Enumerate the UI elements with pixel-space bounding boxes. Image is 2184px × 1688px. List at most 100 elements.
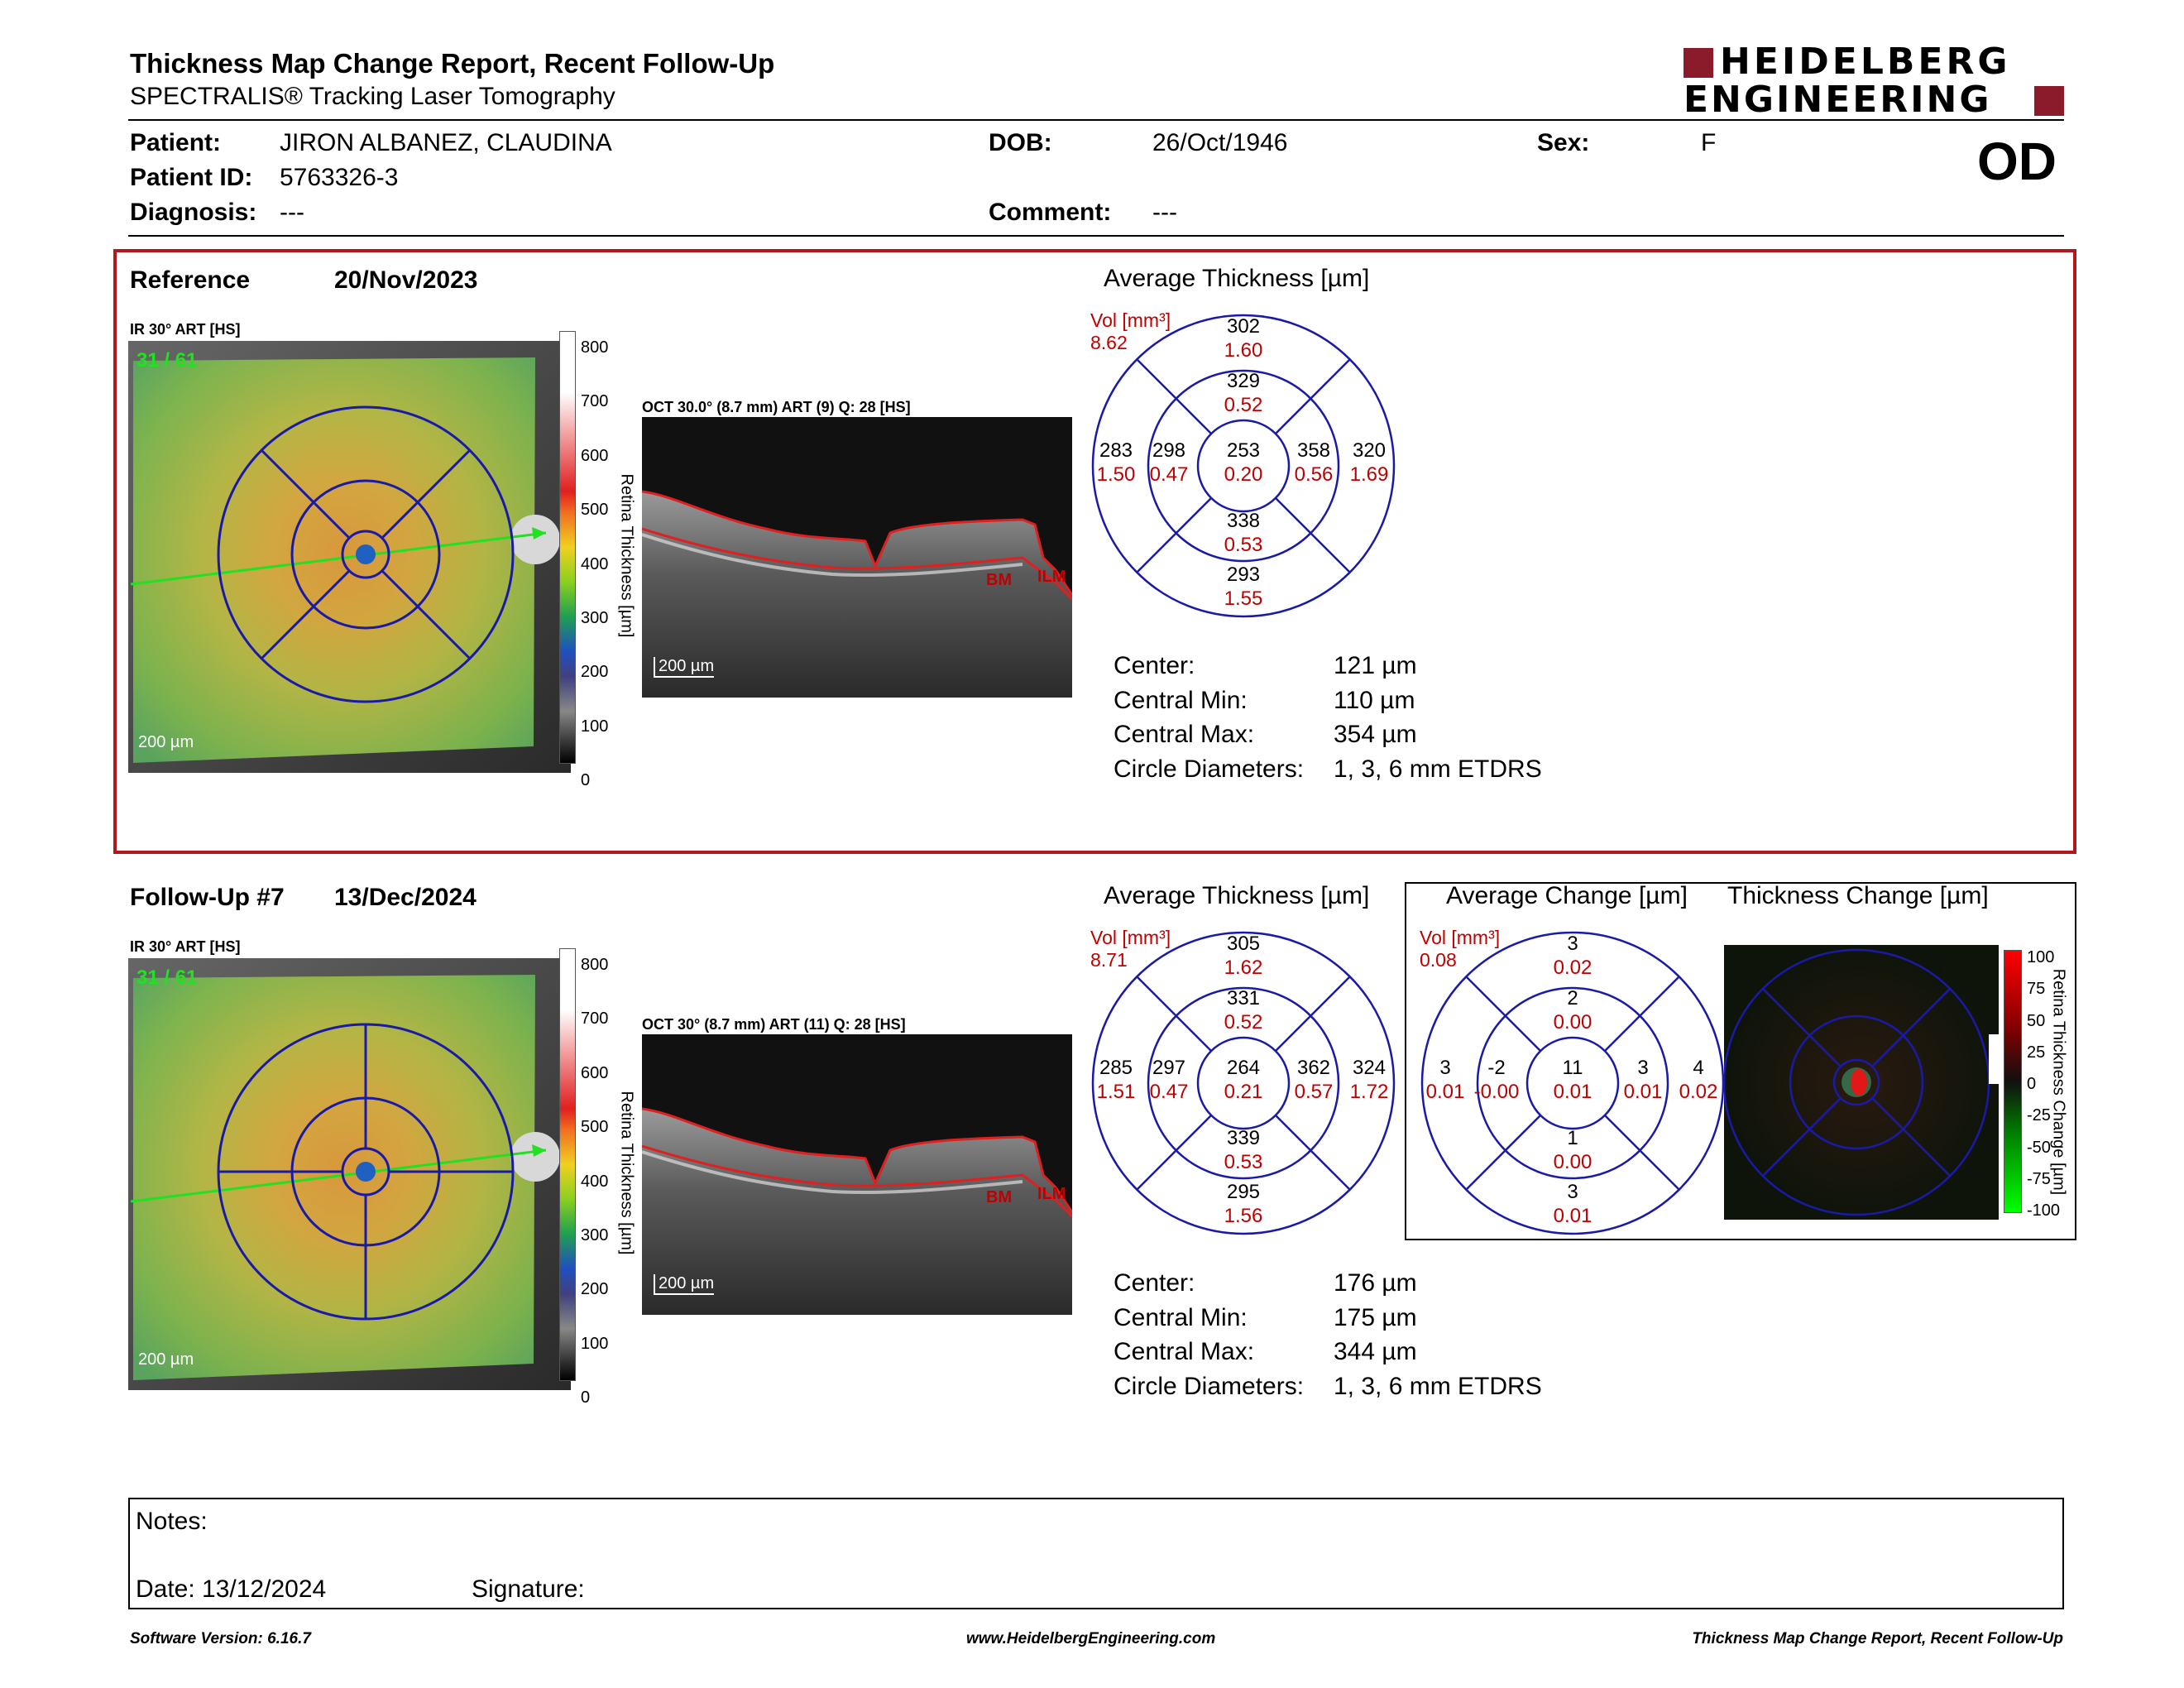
- chg-inner-tmp-vol: 0.01: [1623, 1081, 1663, 1103]
- fu-inner-inf-vol: 0.53: [1224, 1151, 1263, 1173]
- patient-id-label: Patient ID:: [130, 164, 253, 191]
- thickness-change-title: Thickness Change [µm]: [1727, 882, 1989, 909]
- fu-inner-tmp-vol: 0.57: [1294, 1081, 1334, 1103]
- ref-inner-nas-vol: 0.47: [1149, 463, 1189, 486]
- logo-word-1: HEIDELBERG: [1720, 41, 2011, 83]
- ref-outer-nas: 283: [1099, 439, 1133, 462]
- sex-value: F: [1701, 129, 1717, 156]
- chg-tick: 50: [2027, 1011, 2046, 1030]
- ref-tick: 800: [581, 338, 609, 357]
- fu-inner-sup-vol: 0.52: [1224, 1011, 1263, 1033]
- notes-signature: Signature:: [472, 1575, 585, 1603]
- chg-outer-inf: 3: [1567, 1181, 1578, 1203]
- ref-stat-label: Circle Diameters:: [1114, 755, 1305, 783]
- followup-oct-scan: BM ILM 200 µm: [641, 1034, 1074, 1315]
- reference-map-scale: 200 µm: [138, 733, 194, 751]
- reference-frame: [113, 249, 2076, 854]
- fu-tick: 0: [581, 1388, 591, 1407]
- chg-tick: -100: [2027, 1201, 2061, 1220]
- change-colorbar-ticks: 100 75 50 25 0 -25 -50 -75 -100: [2027, 942, 2067, 1223]
- chg-inner-nas: -2: [1487, 1057, 1506, 1079]
- ref-stat-label: Central Max:: [1114, 721, 1255, 748]
- reference-ir-label: IR 30° ART [HS]: [130, 321, 241, 338]
- followup-colorbar-title: Retina Thickness [µm]: [617, 1091, 636, 1255]
- ref-inner-inf-vol: 0.53: [1224, 534, 1263, 556]
- fu-tick: 200: [581, 1280, 609, 1299]
- ref-tick: 400: [581, 554, 609, 573]
- chg-center: 11: [1562, 1057, 1583, 1079]
- fu-inner-tmp: 362: [1296, 1057, 1331, 1079]
- followup-ilm-label: ILM: [1037, 1185, 1066, 1203]
- fu-inner-sup: 331: [1226, 987, 1261, 1009]
- ref-inner-sup-vol: 0.52: [1224, 394, 1263, 416]
- fu-outer-inf-vol: 1.56: [1224, 1205, 1263, 1227]
- followup-vol-value: 8.71: [1090, 949, 1128, 971]
- fu-inner-nas: 297: [1152, 1057, 1186, 1079]
- fu-tick: 800: [581, 956, 609, 974]
- ref-center: 253: [1226, 439, 1261, 462]
- thickness-change-map: [1722, 945, 1999, 1220]
- followup-vol-label: Vol [mm³]: [1090, 927, 1171, 948]
- ref-tick: 600: [581, 446, 609, 465]
- fu-outer-tmp-vol: 1.72: [1349, 1081, 1389, 1103]
- followup-vol: Vol [mm³] 8.71: [1090, 927, 1248, 971]
- chg-inner-tmp: 3: [1637, 1057, 1649, 1079]
- reference-label: Reference: [130, 266, 251, 294]
- ref-stat-value: 121 µm: [1334, 652, 1417, 679]
- reference-bm-label: BM: [986, 571, 1013, 589]
- ref-outer-nas-vol: 1.50: [1096, 463, 1136, 486]
- chg-inner-sup-vol: 0.00: [1553, 1011, 1592, 1033]
- fu-stat-value: 1, 3, 6 mm ETDRS: [1334, 1372, 1542, 1400]
- diagnosis-label: Diagnosis:: [130, 199, 257, 226]
- chg-inner-nas-vol: -0.00: [1473, 1081, 1520, 1103]
- chg-outer-sup: 3: [1567, 933, 1578, 955]
- followup-ir-label: IR 30° ART [HS]: [130, 938, 241, 955]
- reference-oct-scan: BM ILM 200 µm: [641, 417, 1074, 698]
- ref-stat-value: 354 µm: [1334, 721, 1417, 748]
- header-divider: [128, 119, 2064, 121]
- fu-center: 264: [1226, 1057, 1261, 1079]
- chg-center-vol: 0.01: [1553, 1081, 1592, 1103]
- change-vol-label: Vol [mm³]: [1420, 927, 1501, 948]
- fu-stat-label: Center:: [1114, 1269, 1195, 1297]
- notes-box: [128, 1498, 2064, 1609]
- footer-website[interactable]: www.HeidelbergEngineering.com: [966, 1630, 1216, 1647]
- chg-outer-tmp: 4: [1693, 1057, 1704, 1079]
- fu-tick: 400: [581, 1172, 609, 1191]
- reference-slice-counter: 31 / 61: [136, 349, 198, 372]
- change-colorbar: [2004, 950, 2022, 1213]
- sex-label: Sex:: [1537, 129, 1590, 156]
- fu-outer-inf: 295: [1226, 1181, 1261, 1203]
- logo-word-2: ENGINEERING: [1684, 79, 1992, 121]
- followup-date: 13/Dec/2024: [334, 884, 477, 911]
- ref-stat-value: 110 µm: [1334, 686, 1415, 714]
- comment-value: ---: [1152, 199, 1177, 226]
- ref-inner-tmp: 358: [1296, 439, 1331, 462]
- chg-inner-inf-vol: 0.00: [1553, 1151, 1592, 1173]
- ref-tick: 100: [581, 717, 609, 736]
- followup-colorbar-ticks: 800 700 600 500 400 300 200 100 0: [581, 938, 614, 1407]
- reference-colorbar-title: Retina Thickness [µm]: [617, 473, 636, 638]
- reference-date: 20/Nov/2023: [334, 266, 478, 294]
- patient-divider: [128, 235, 2064, 237]
- ref-outer-tmp: 320: [1352, 439, 1387, 462]
- ref-inner-nas: 298: [1152, 439, 1186, 462]
- reference-stats: Center: 121 µm Central Min: 110 µm Central…: [1114, 649, 1542, 786]
- reference-colorbar-ticks: 800 700 600 500 400 300 200 100 0: [581, 321, 614, 789]
- ref-outer-inf: 293: [1226, 563, 1261, 586]
- ref-inner-tmp-vol: 0.56: [1294, 463, 1334, 486]
- followup-map-scale: 200 µm: [138, 1350, 194, 1369]
- chg-tick: 0: [2027, 1075, 2037, 1094]
- patient-name: JIRON ALBANEZ, CLAUDINA: [280, 129, 612, 156]
- reference-vol-value: 8.62: [1090, 332, 1128, 353]
- change-etdrs-grid: 3 0.02 2 0.00 3 0.01 -2 -0.00 11 0.01 3 0.01 4…: [1420, 930, 1726, 1236]
- reference-colorbar: [559, 331, 576, 764]
- followup-bm-label: BM: [986, 1188, 1013, 1206]
- reference-avg-title: Average Thickness [µm]: [1104, 265, 1370, 292]
- chg-tick: 25: [2027, 1043, 2046, 1062]
- fu-tick: 500: [581, 1118, 609, 1137]
- ref-tick: 300: [581, 609, 609, 628]
- reference-ilm-label: ILM: [1037, 568, 1066, 586]
- fu-stat-label: Central Min:: [1114, 1303, 1248, 1331]
- chg-outer-nas-vol: 0.01: [1425, 1081, 1465, 1103]
